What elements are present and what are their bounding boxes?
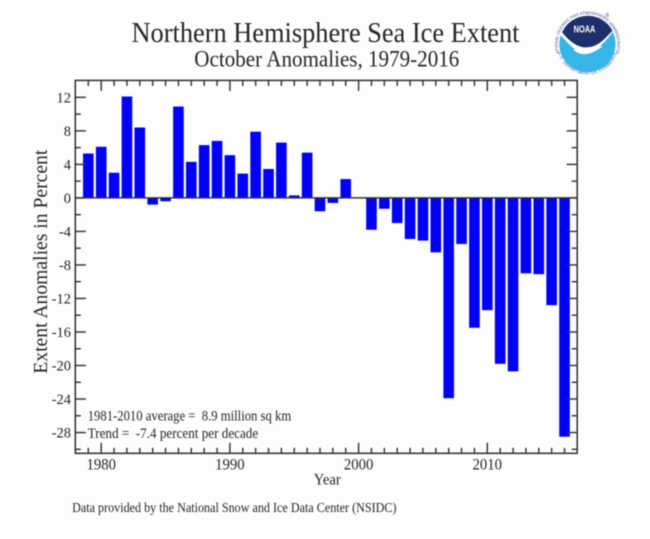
svg-text:1990: 1990 xyxy=(215,457,245,474)
svg-text:2010: 2010 xyxy=(473,457,503,474)
svg-text:12: 12 xyxy=(57,90,72,106)
svg-text:1981-2010 average = 8.9 milli: 1981-2010 average = 8.9 million sq km xyxy=(88,408,292,424)
svg-text:-4: -4 xyxy=(59,225,72,241)
svg-text:-16: -16 xyxy=(52,325,71,341)
svg-text:-28: -28 xyxy=(52,426,71,442)
svg-text:Extent Anomalies in Percent: Extent Anomalies in Percent xyxy=(31,149,52,374)
svg-text:2000: 2000 xyxy=(344,457,374,474)
svg-text:NOAA: NOAA xyxy=(574,25,596,36)
svg-text:®: ® xyxy=(606,12,610,19)
svg-text:8: 8 xyxy=(64,124,71,140)
svg-text:Year: Year xyxy=(314,472,342,489)
svg-text:Northern Hemisphere Sea Ice Ex: Northern Hemisphere Sea Ice Extent xyxy=(132,18,520,49)
svg-text:-12: -12 xyxy=(52,292,71,308)
svg-text:October Anomalies, 1979-2016: October Anomalies, 1979-2016 xyxy=(194,46,459,72)
svg-text:Data provided by the National: Data provided by the National Snow and I… xyxy=(72,500,396,516)
svg-text:-24: -24 xyxy=(52,392,72,408)
svg-text:-20: -20 xyxy=(52,359,71,375)
svg-text:1980: 1980 xyxy=(86,457,116,474)
svg-text:-8: -8 xyxy=(59,258,71,274)
svg-text:4: 4 xyxy=(64,157,72,173)
svg-text:Trend = -7.4 percent per deca: Trend = -7.4 percent per decade xyxy=(88,426,259,442)
svg-text:0: 0 xyxy=(64,191,71,207)
